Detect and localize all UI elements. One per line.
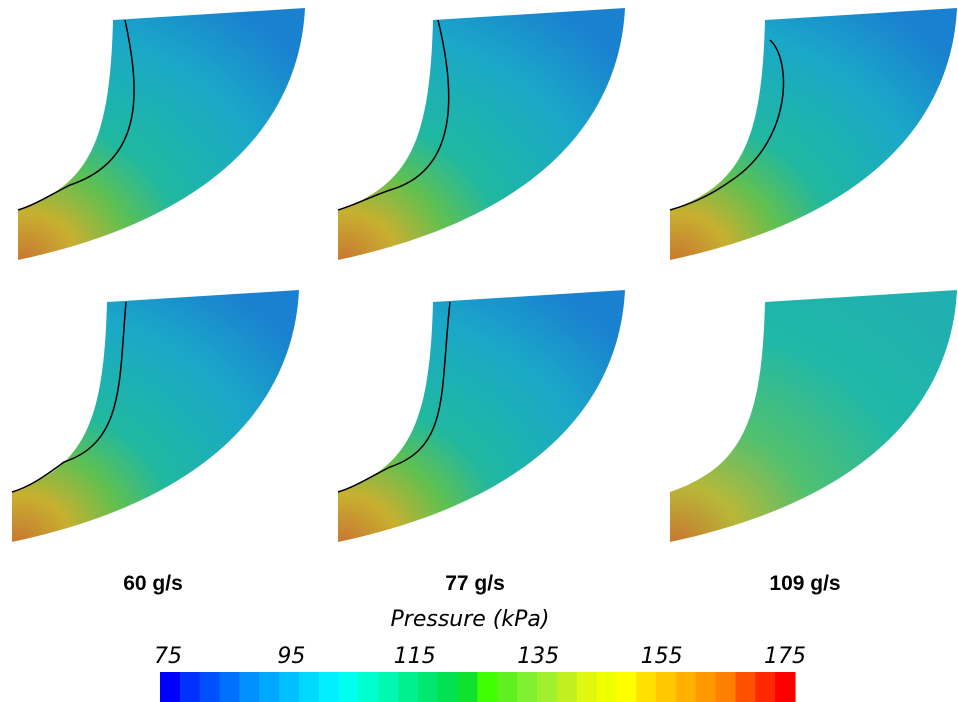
colorbar-swatch	[517, 672, 538, 702]
colorbar-swatch	[636, 672, 657, 702]
colorbar-tick-label: 135	[517, 644, 559, 669]
colorbar-tick-label: 175	[764, 644, 806, 669]
colorbar-swatch	[576, 672, 598, 702]
colorbar-swatch	[358, 672, 379, 702]
colorbar-swatch	[239, 672, 260, 702]
panel-label: 60 g/s	[123, 572, 183, 595]
colorbar-swatch	[378, 672, 399, 702]
panel-label: 109 g/s	[769, 572, 840, 595]
colorbar-swatch	[199, 672, 221, 702]
colorbar-tick-label: 115	[394, 644, 436, 669]
panel-label: 77 g/s	[445, 572, 505, 595]
contour-panel	[17, 8, 305, 260]
contour-panel	[337, 8, 625, 260]
colorbar-swatch	[616, 672, 637, 702]
colorbar-swatch	[656, 672, 677, 702]
colorbar-swatch	[715, 672, 736, 702]
colorbar-swatch	[695, 672, 717, 702]
colorbar-swatch	[556, 672, 578, 702]
contour-panel	[670, 290, 957, 542]
colorbar-swatch	[497, 672, 518, 702]
contour-panel	[337, 290, 625, 542]
colorbar-swatch	[477, 672, 498, 702]
colorbar-swatch	[318, 672, 340, 702]
colorbar-swatch	[735, 672, 756, 702]
contour-panels	[11, 8, 957, 542]
colorbar-swatch	[338, 672, 359, 702]
colorbar-title: Pressure (kPa)	[391, 607, 550, 632]
colorbar-swatch	[537, 672, 558, 702]
colorbar-swatch	[675, 672, 697, 702]
colorbar: 75 95 115 135 155 175	[154, 644, 806, 702]
colorbar-swatch	[179, 672, 201, 702]
colorbar-swatch	[298, 672, 320, 702]
colorbar-tick-label: 95	[277, 644, 305, 669]
colorbar-swatch	[219, 672, 240, 702]
colorbar-swatch	[417, 672, 439, 702]
contour-panel	[669, 8, 957, 260]
colorbar-swatch	[755, 672, 776, 702]
colorbar-swatch	[596, 672, 617, 702]
colorbar-tick-label: 155	[641, 644, 683, 669]
colorbar-swatch	[160, 672, 181, 702]
colorbar-swatch	[437, 672, 459, 702]
contour-panel	[11, 290, 299, 542]
colorbar-tick-label: 75	[154, 644, 182, 669]
colorbar-swatch	[775, 672, 796, 702]
colorbar-swatch	[259, 672, 280, 702]
colorbar-swatch	[457, 672, 478, 702]
colorbar-swatch	[279, 672, 300, 702]
colorbar-swatch	[398, 672, 419, 702]
